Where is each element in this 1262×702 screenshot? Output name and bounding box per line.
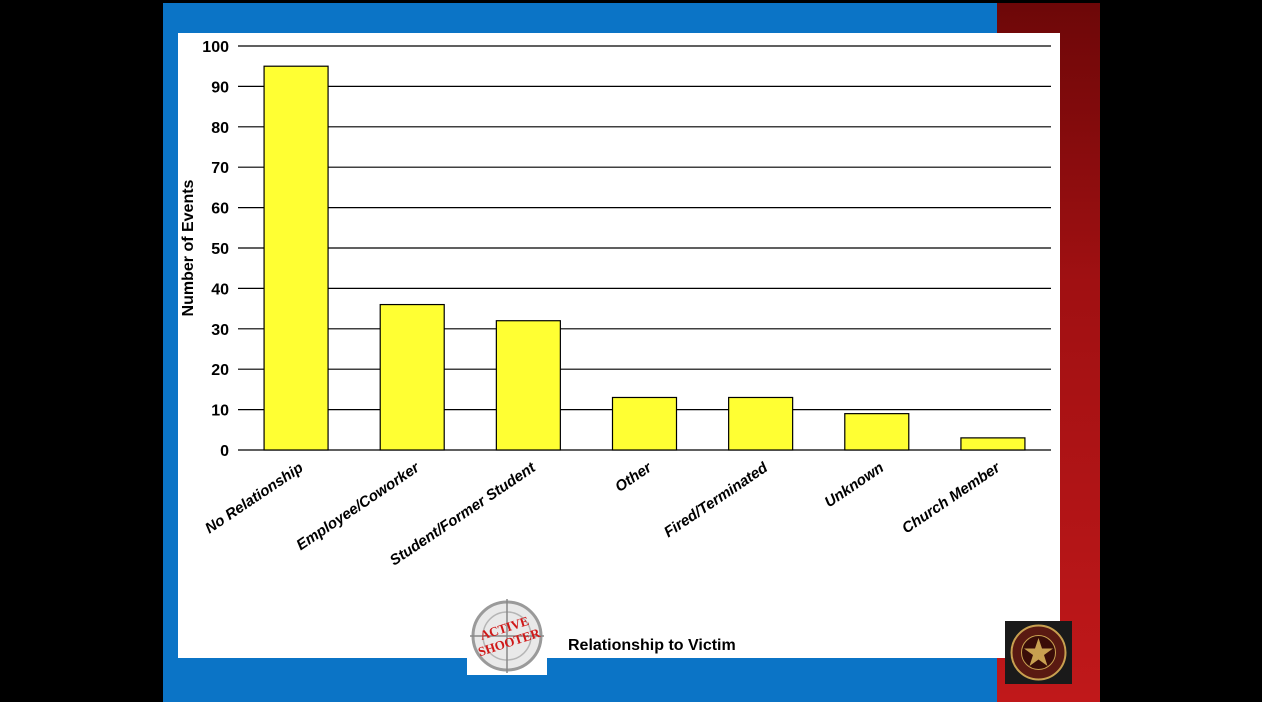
star-seal-logo bbox=[1005, 621, 1072, 684]
bars bbox=[263, 65, 1026, 451]
x-category-label: Church Member bbox=[899, 459, 1004, 538]
star-seal-icon bbox=[1005, 621, 1072, 684]
bar bbox=[611, 396, 678, 451]
y-tick-label: 90 bbox=[211, 79, 229, 96]
y-tick-labels: 0 10 20 30 40 50 60 70 80 90 100 bbox=[202, 39, 229, 460]
y-axis-label: Number of Events bbox=[180, 179, 197, 316]
y-tick-label: 0 bbox=[220, 443, 229, 460]
bar bbox=[960, 437, 1026, 451]
x-category-label: No Relationship bbox=[202, 459, 306, 537]
x-category-label: Employee/Coworker bbox=[293, 459, 423, 554]
x-category-label: Other bbox=[612, 459, 656, 496]
bar bbox=[379, 303, 445, 451]
x-axis-label: Relationship to Victim bbox=[568, 637, 736, 654]
active-shooter-crosshair-logo: ACTIVE SHOOTER bbox=[467, 597, 547, 675]
x-category-labels: No RelationshipEmployee/CoworkerStudent/… bbox=[202, 459, 1004, 570]
bar bbox=[263, 65, 329, 451]
bar bbox=[844, 413, 910, 451]
x-category-label: Unknown bbox=[822, 459, 887, 511]
y-tick-label: 30 bbox=[211, 322, 229, 339]
y-tick-label: 10 bbox=[211, 403, 229, 420]
x-category-label: Fired/Terminated bbox=[661, 459, 772, 541]
y-tick-label: 60 bbox=[211, 201, 229, 218]
y-tick-label: 40 bbox=[211, 281, 229, 298]
y-tick-label: 100 bbox=[202, 39, 229, 56]
y-tick-label: 20 bbox=[211, 362, 229, 379]
crosshair-icon: ACTIVE SHOOTER bbox=[470, 599, 544, 673]
y-tick-label: 50 bbox=[211, 241, 229, 258]
gridlines bbox=[238, 45, 1051, 451]
y-tick-label: 80 bbox=[211, 120, 229, 137]
y-tick-label: 70 bbox=[211, 160, 229, 177]
bar bbox=[495, 320, 561, 451]
bar bbox=[728, 396, 794, 451]
